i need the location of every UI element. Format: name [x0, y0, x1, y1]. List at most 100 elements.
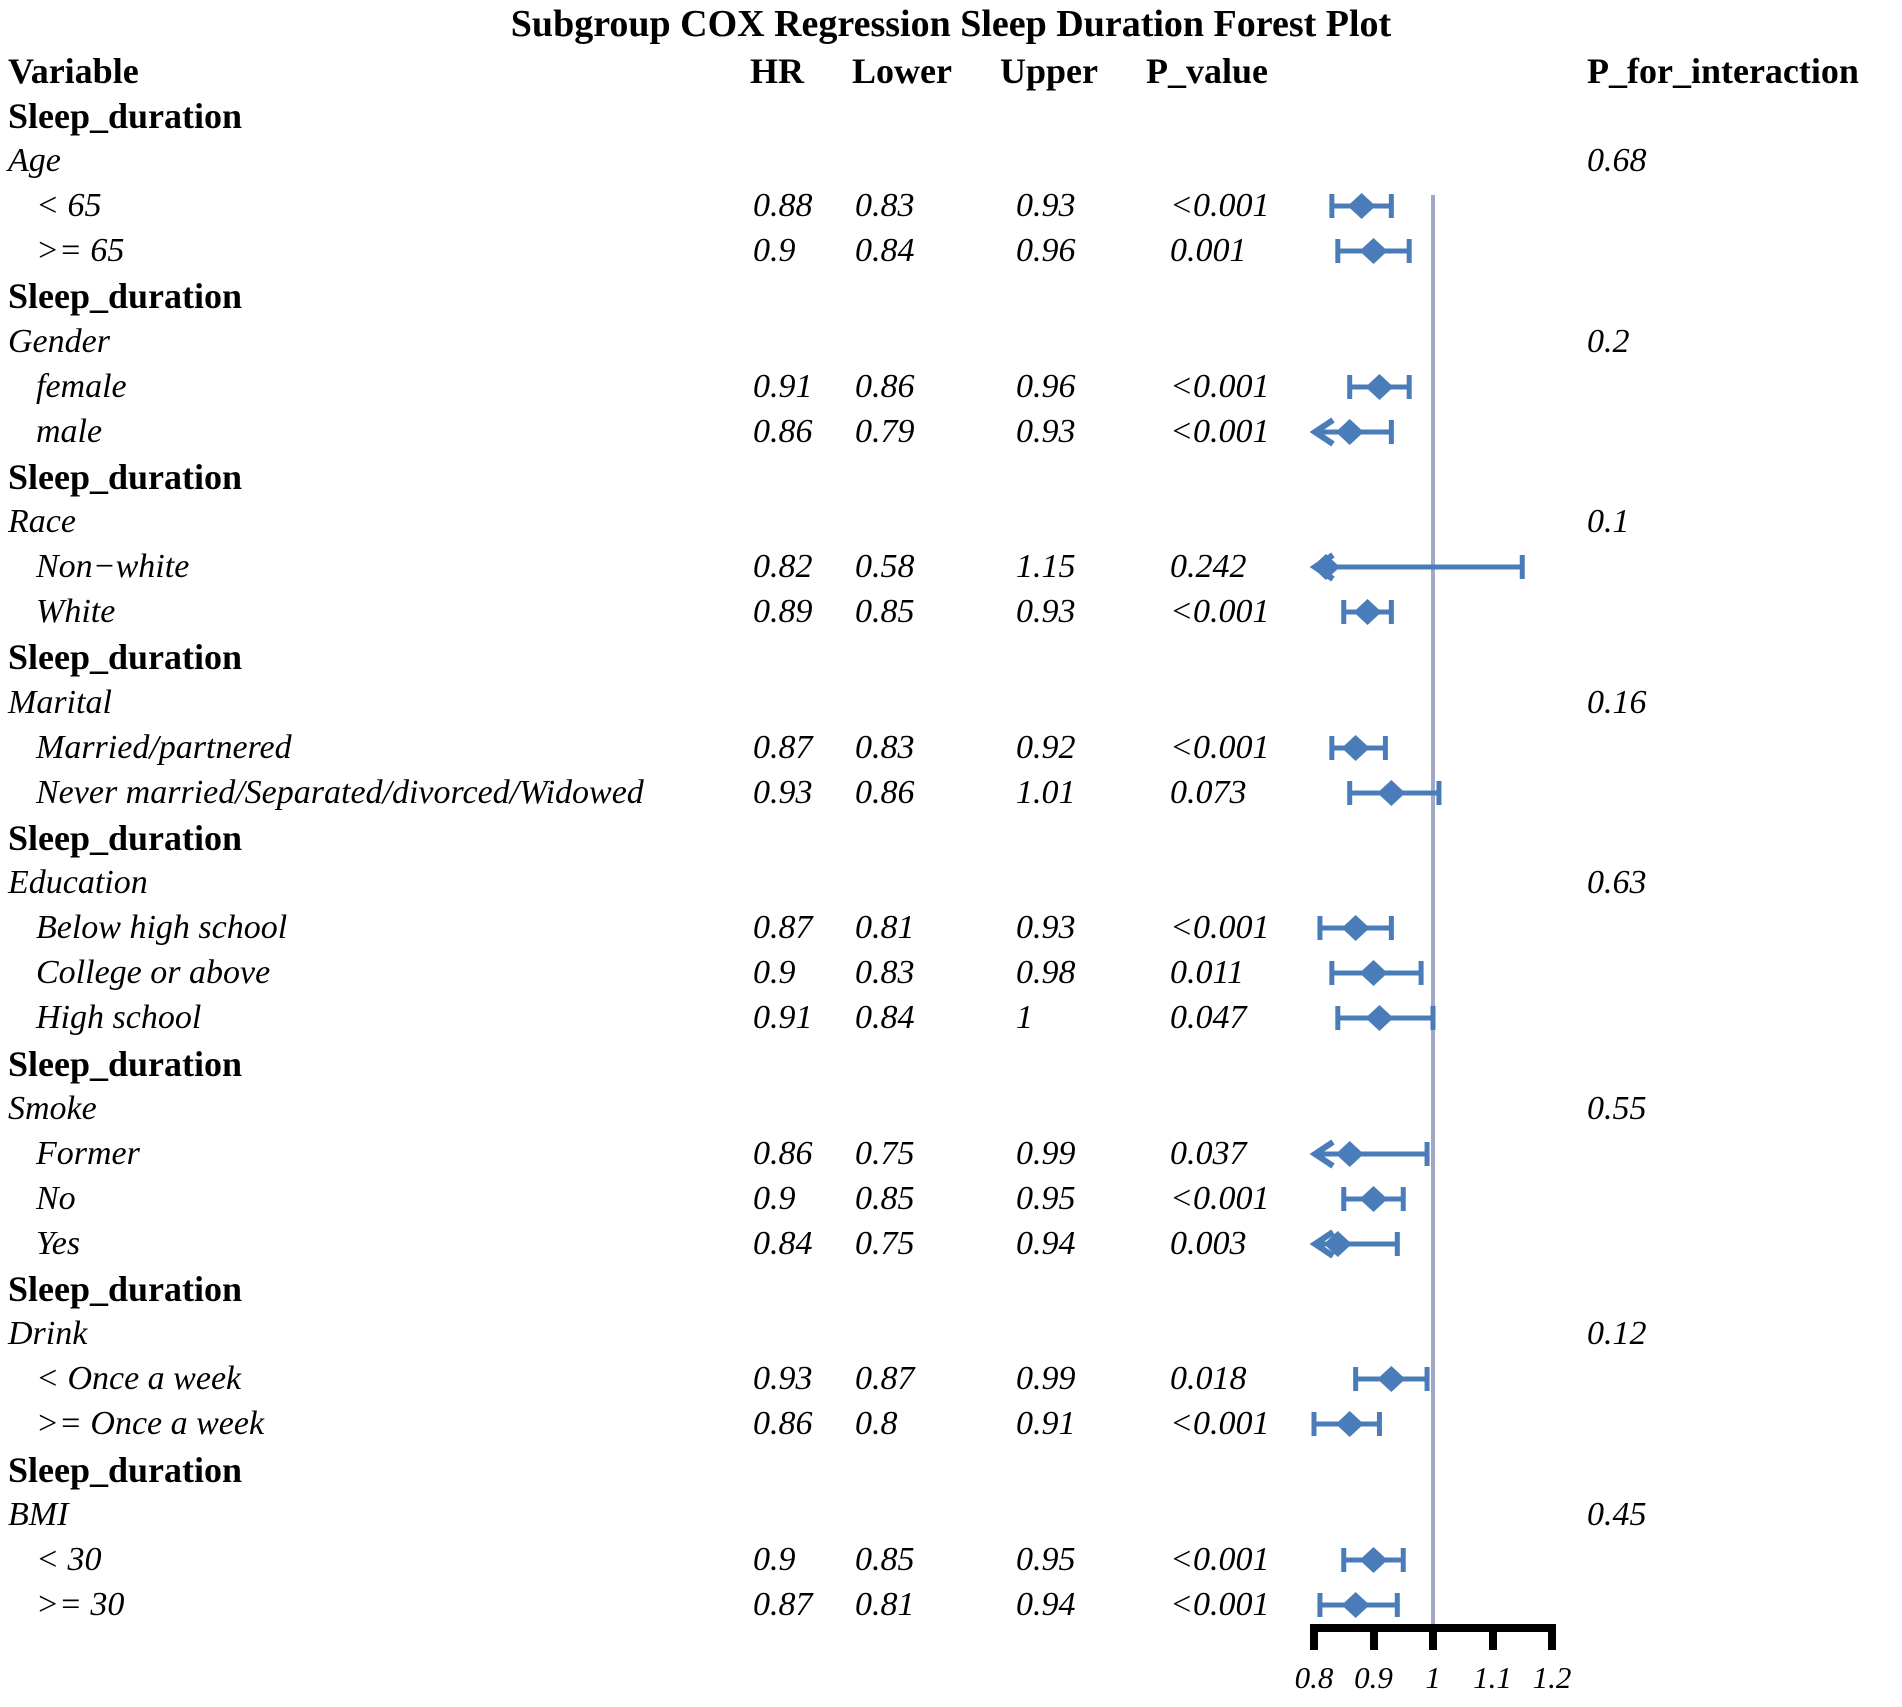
lower-value: 0.58 — [855, 548, 915, 586]
p-value: <0.001 — [1170, 593, 1270, 631]
hr-point-diamond-icon — [1335, 418, 1364, 445]
category-label: Drink — [8, 1315, 88, 1353]
group-row-label: Sleep_duration — [8, 817, 243, 858]
upper-value: 0.95 — [1016, 1179, 1076, 1217]
x-axis-tick — [1310, 1624, 1318, 1650]
hr-value: 0.86 — [753, 412, 813, 450]
category-label: Race — [8, 503, 76, 541]
x-axis-tick-label: 1.2 — [1532, 1660, 1572, 1695]
upper-value: 0.92 — [1016, 728, 1076, 766]
p-value: 0.003 — [1170, 1225, 1247, 1262]
upper-value: 0.94 — [1016, 1225, 1076, 1262]
item-label: High school — [36, 999, 202, 1037]
lower-value: 0.86 — [855, 367, 915, 405]
lower-value: 0.87 — [855, 1360, 915, 1398]
upper-value: 0.96 — [1016, 232, 1076, 270]
hr-value: 0.93 — [753, 1360, 813, 1398]
lower-value: 0.81 — [855, 909, 915, 947]
hr-value: 0.87 — [753, 728, 813, 766]
item-label: Married/partnered — [36, 728, 292, 766]
lower-value: 0.83 — [855, 187, 915, 225]
group-row-label: Sleep_duration — [8, 1043, 243, 1084]
forest-marker — [1309, 417, 1394, 447]
hr-value: 0.91 — [753, 367, 813, 405]
p-interaction-value: 0.12 — [1587, 1315, 1647, 1353]
lower-value: 0.85 — [855, 593, 915, 631]
category-label: Education — [8, 864, 148, 902]
forest-marker — [1309, 552, 1525, 582]
hr-point-diamond-icon — [1335, 1411, 1364, 1438]
lower-value: 0.81 — [855, 1585, 915, 1623]
p-value: 0.001 — [1170, 232, 1247, 270]
reference-line — [1431, 195, 1435, 1630]
item-label: Former — [36, 1134, 140, 1172]
hr-value: 0.82 — [753, 548, 813, 586]
x-axis-tick-label: 1.1 — [1473, 1660, 1512, 1695]
x-axis-tick — [1488, 1624, 1497, 1650]
hr-value: 0.93 — [753, 773, 813, 811]
forest-marker — [1335, 238, 1412, 265]
hr-point-diamond-icon — [1359, 1546, 1388, 1573]
forest-marker — [1309, 1139, 1430, 1169]
hr-point-diamond-icon — [1359, 1185, 1388, 1212]
forest-marker — [1341, 599, 1394, 626]
upper-value: 0.99 — [1016, 1360, 1076, 1398]
p-value: 0.011 — [1170, 954, 1244, 992]
hr-point-diamond-icon — [1323, 1231, 1352, 1257]
upper-value: 0.91 — [1016, 1405, 1076, 1443]
hr-point-diamond-icon — [1341, 734, 1370, 761]
upper-value: 0.93 — [1016, 412, 1076, 450]
clipped-ci-arrow-icon — [1309, 1229, 1335, 1259]
hr-point-diamond-icon — [1335, 1140, 1364, 1167]
upper-value: 0.95 — [1016, 1540, 1076, 1578]
lower-value: 0.85 — [855, 1179, 915, 1217]
category-label: Marital — [8, 683, 112, 721]
hr-value: 0.9 — [753, 954, 796, 992]
category-label: Age — [8, 142, 61, 180]
upper-value: 0.93 — [1016, 909, 1076, 947]
forest-marker — [1329, 734, 1388, 761]
p-interaction-value: 0.45 — [1587, 1495, 1647, 1533]
hr-value: 0.88 — [753, 187, 813, 225]
lower-value: 0.79 — [855, 412, 915, 450]
group-row-label: Sleep_duration — [8, 96, 243, 136]
hr-value: 0.87 — [753, 909, 813, 947]
p-interaction-value: 0.63 — [1587, 864, 1647, 902]
p-value: <0.001 — [1170, 1179, 1270, 1217]
item-label: College or above — [36, 954, 271, 992]
item-label: < 30 — [36, 1540, 102, 1578]
hr-value: 0.9 — [753, 1179, 796, 1217]
x-axis-tick-label: 0.8 — [1294, 1660, 1334, 1695]
group-row-label: Sleep_duration — [8, 276, 243, 317]
hr-point-diamond-icon — [1347, 193, 1376, 220]
column-header-p-value: P_value — [1146, 51, 1268, 91]
item-label: Never married/Separated/divorced/Widowed — [36, 773, 644, 811]
column-header-variable: Variable — [8, 51, 139, 91]
forest-marker — [1347, 373, 1412, 400]
p-interaction-value: 0.16 — [1587, 683, 1647, 721]
forest-marker — [1317, 915, 1394, 942]
chart-title: Subgroup COX Regression Sleep Duration F… — [510, 3, 1392, 45]
hr-value: 0.87 — [753, 1585, 813, 1623]
lower-value: 0.8 — [855, 1405, 898, 1443]
forest-marker — [1329, 960, 1424, 987]
hr-point-diamond-icon — [1365, 1005, 1394, 1032]
hr-value: 0.86 — [753, 1405, 813, 1443]
hr-point-diamond-icon — [1353, 599, 1382, 626]
p-interaction-value: 0.55 — [1587, 1089, 1647, 1127]
p-interaction-value: 0.1 — [1587, 503, 1630, 541]
forest-marker — [1347, 779, 1442, 806]
item-label: No — [36, 1179, 76, 1217]
p-value: <0.001 — [1170, 1405, 1270, 1443]
hr-point-diamond-icon — [1359, 960, 1388, 987]
hr-value: 0.91 — [753, 999, 813, 1037]
hr-value: 0.9 — [753, 232, 796, 270]
hr-value: 0.86 — [753, 1134, 813, 1172]
clipped-ci-arrow-icon — [1309, 1139, 1335, 1169]
upper-value: 0.96 — [1016, 367, 1076, 405]
forest-marker — [1311, 1411, 1382, 1438]
hr-value: 0.84 — [753, 1225, 813, 1262]
x-axis-tick-label: 1 — [1425, 1660, 1441, 1695]
x-axis-tick — [1369, 1624, 1378, 1650]
upper-value: 0.93 — [1016, 593, 1076, 631]
